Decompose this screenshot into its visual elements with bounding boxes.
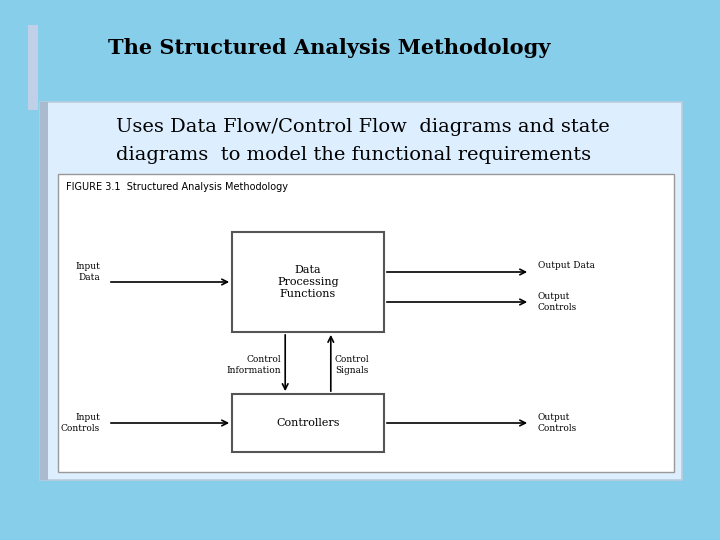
Bar: [40, 102, 682, 480]
Text: Output Data: Output Data: [538, 260, 595, 269]
Text: Controllers: Controllers: [276, 418, 340, 428]
Text: Input
Controls: Input Controls: [60, 413, 100, 433]
Bar: [28, 25, 38, 110]
Text: The Structured Analysis Methodology: The Structured Analysis Methodology: [108, 38, 550, 58]
Text: FIGURE 3.1  Structured Analysis Methodology: FIGURE 3.1 Structured Analysis Methodolo…: [66, 182, 288, 192]
Text: Data
Processing
Functions: Data Processing Functions: [277, 265, 339, 299]
Bar: [40, 102, 48, 480]
Text: Uses Data Flow/Control Flow  diagrams and state: Uses Data Flow/Control Flow diagrams and…: [116, 118, 610, 136]
Text: Control
Signals: Control Signals: [335, 355, 369, 375]
Bar: [232, 394, 384, 452]
Text: diagrams  to model the functional requirements: diagrams to model the functional require…: [116, 146, 591, 164]
Text: Output
Controls: Output Controls: [538, 292, 577, 312]
Bar: [58, 174, 674, 472]
Bar: [232, 232, 384, 332]
Text: Input
Data: Input Data: [75, 262, 100, 282]
Text: Control
Information: Control Information: [227, 355, 282, 375]
Text: Output
Controls: Output Controls: [538, 413, 577, 433]
